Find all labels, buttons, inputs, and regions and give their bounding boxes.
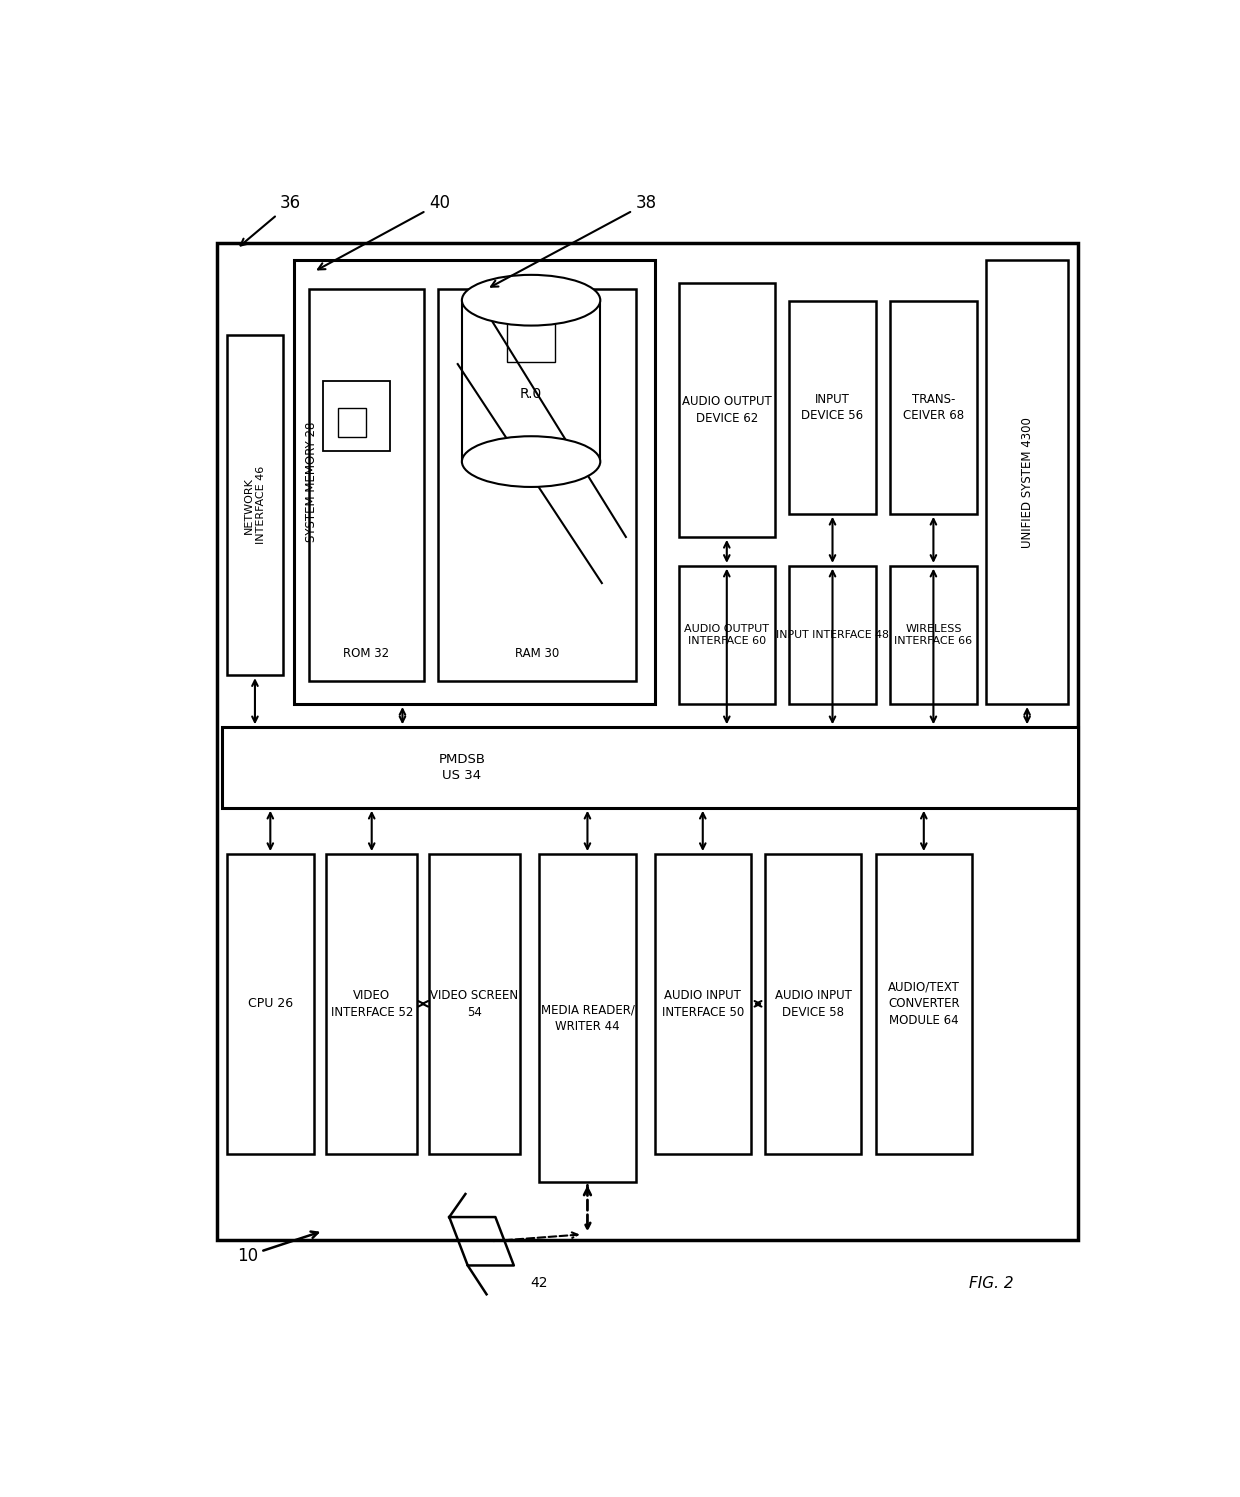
Bar xyxy=(655,853,751,1154)
Bar xyxy=(789,566,875,704)
Bar xyxy=(765,853,862,1154)
Ellipse shape xyxy=(461,436,600,487)
Text: FIG. 2: FIG. 2 xyxy=(968,1277,1013,1292)
Text: CPU 26: CPU 26 xyxy=(248,997,293,1010)
Text: 40: 40 xyxy=(317,195,450,269)
Bar xyxy=(227,335,283,675)
Text: PMDSB
US 34: PMDSB US 34 xyxy=(438,753,485,781)
Bar xyxy=(309,289,424,681)
Bar xyxy=(217,243,1078,1240)
Text: R.0: R.0 xyxy=(520,386,542,401)
Bar xyxy=(890,566,977,704)
Text: VIDEO
INTERFACE 52: VIDEO INTERFACE 52 xyxy=(331,990,413,1018)
Bar xyxy=(294,260,655,704)
Text: AUDIO OUTPUT
INTERFACE 60: AUDIO OUTPUT INTERFACE 60 xyxy=(684,624,769,647)
Ellipse shape xyxy=(461,275,600,325)
Bar xyxy=(678,566,775,704)
Text: AUDIO/TEXT
CONVERTER
MODULE 64: AUDIO/TEXT CONVERTER MODULE 64 xyxy=(888,981,960,1027)
Text: 42: 42 xyxy=(531,1275,548,1290)
Text: 36: 36 xyxy=(241,195,301,246)
Text: AUDIO OUTPUT
DEVICE 62: AUDIO OUTPUT DEVICE 62 xyxy=(682,395,771,425)
Text: UNIFIED SYSTEM 4300: UNIFIED SYSTEM 4300 xyxy=(1021,416,1034,548)
Bar xyxy=(337,407,367,437)
Text: WIRELESS
INTERFACE 66: WIRELESS INTERFACE 66 xyxy=(894,624,972,647)
Bar xyxy=(227,853,314,1154)
Bar xyxy=(875,853,972,1154)
Text: TRANS-
CEIVER 68: TRANS- CEIVER 68 xyxy=(903,392,963,422)
Text: NETWORK
INTERFACE 46: NETWORK INTERFACE 46 xyxy=(244,466,267,545)
Bar xyxy=(789,301,875,513)
Bar xyxy=(326,853,418,1154)
Text: AUDIO INPUT
DEVICE 58: AUDIO INPUT DEVICE 58 xyxy=(775,990,852,1018)
Bar xyxy=(678,283,775,537)
Text: SYSTEM MEMORY 28: SYSTEM MEMORY 28 xyxy=(305,422,319,542)
Bar xyxy=(324,382,391,451)
Text: RAM 30: RAM 30 xyxy=(515,647,559,660)
Text: INPUT INTERFACE 48: INPUT INTERFACE 48 xyxy=(776,630,889,639)
Bar xyxy=(222,728,1078,808)
Text: 38: 38 xyxy=(491,195,657,287)
Text: AUDIO INPUT
INTERFACE 50: AUDIO INPUT INTERFACE 50 xyxy=(662,990,744,1018)
Bar xyxy=(429,853,521,1154)
Bar xyxy=(439,289,635,681)
Bar xyxy=(986,260,1068,704)
Text: ROM 32: ROM 32 xyxy=(343,647,389,660)
Text: VIDEO SCREEN
54: VIDEO SCREEN 54 xyxy=(430,990,518,1018)
Text: 10: 10 xyxy=(237,1232,317,1265)
Text: INPUT
DEVICE 56: INPUT DEVICE 56 xyxy=(801,392,863,422)
Bar xyxy=(890,301,977,513)
Bar xyxy=(507,317,556,362)
Text: MEDIA READER/
WRITER 44: MEDIA READER/ WRITER 44 xyxy=(541,1003,635,1033)
Bar xyxy=(539,853,636,1183)
